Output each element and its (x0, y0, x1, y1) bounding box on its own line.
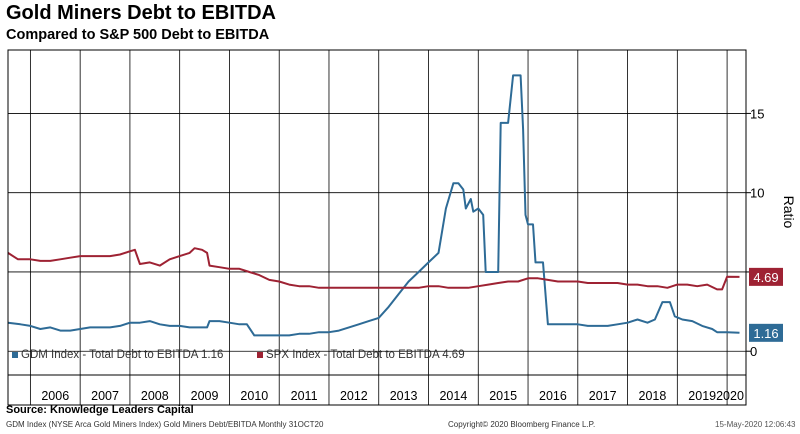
end-labels: 1.16 4.69 (749, 267, 783, 342)
plot-frame (7, 49, 747, 406)
x-tick-label: 2012 (340, 389, 368, 403)
index-description: GDM Index (NYSE Arca Gold Miners Index) … (6, 420, 324, 429)
x-tick-label: 2016 (539, 389, 567, 403)
end-label-value: 4.69 (753, 270, 778, 285)
copyright-note: Copyright© 2020 Bloomberg Finance L.P. (448, 420, 596, 429)
x-tick-label: 2006 (41, 389, 69, 403)
series-line-gdm (7, 74, 740, 337)
x-tick-label: 2013 (390, 389, 418, 403)
x-tick-layer: 2006 2007 2008 2009 2010 2011 2012 2013 2014 2015… (41, 389, 744, 403)
y-tick-label: 10 (750, 186, 764, 201)
legend-label: SPX Index - Total Debt to EBITDA 4.69 (266, 349, 465, 361)
x-tick-label: 2007 (91, 389, 119, 403)
x-tick-label: 2014 (439, 389, 467, 403)
end-label-value: 1.16 (753, 326, 778, 341)
legend-swatch (12, 352, 18, 358)
x-tick-label: 2019 (688, 389, 716, 403)
y-tick-label: 15 (750, 106, 764, 121)
source-note: Source: Knowledge Leaders Capital (6, 404, 194, 416)
legend: GDM Index - Total Debt to EBITDA 1.16 SPX… (12, 349, 465, 361)
chart-title: Gold Miners Debt to EBITDA (6, 2, 276, 24)
x-tick-label: 2011 (291, 389, 318, 403)
legend-swatch (257, 352, 263, 358)
grid-layer (8, 50, 746, 405)
end-label-badge (749, 323, 783, 342)
series-layer (7, 74, 740, 337)
timestamp: 15-May-2020 12:06:43 (715, 420, 796, 429)
x-tick-label: 2017 (589, 389, 617, 403)
x-tick-label: 2020 (716, 389, 744, 403)
series-line-spx (7, 247, 740, 291)
y-tick-layer: 051015 (746, 106, 764, 359)
y-tick-label: 0 (750, 344, 757, 359)
x-tick-label: 2015 (489, 389, 517, 403)
x-tick-label: 2018 (639, 389, 667, 403)
legend-label: GDM Index - Total Debt to EBITDA 1.16 (21, 349, 223, 361)
x-tick-label: 2009 (191, 389, 219, 403)
chart-subtitle: Compared to S&P 500 Debt to EBITDA (6, 27, 270, 43)
end-label-badge (749, 267, 783, 286)
y-axis-label: Ratio (781, 196, 797, 229)
x-tick-label: 2008 (141, 389, 169, 403)
x-tick-label: 2010 (240, 389, 268, 403)
